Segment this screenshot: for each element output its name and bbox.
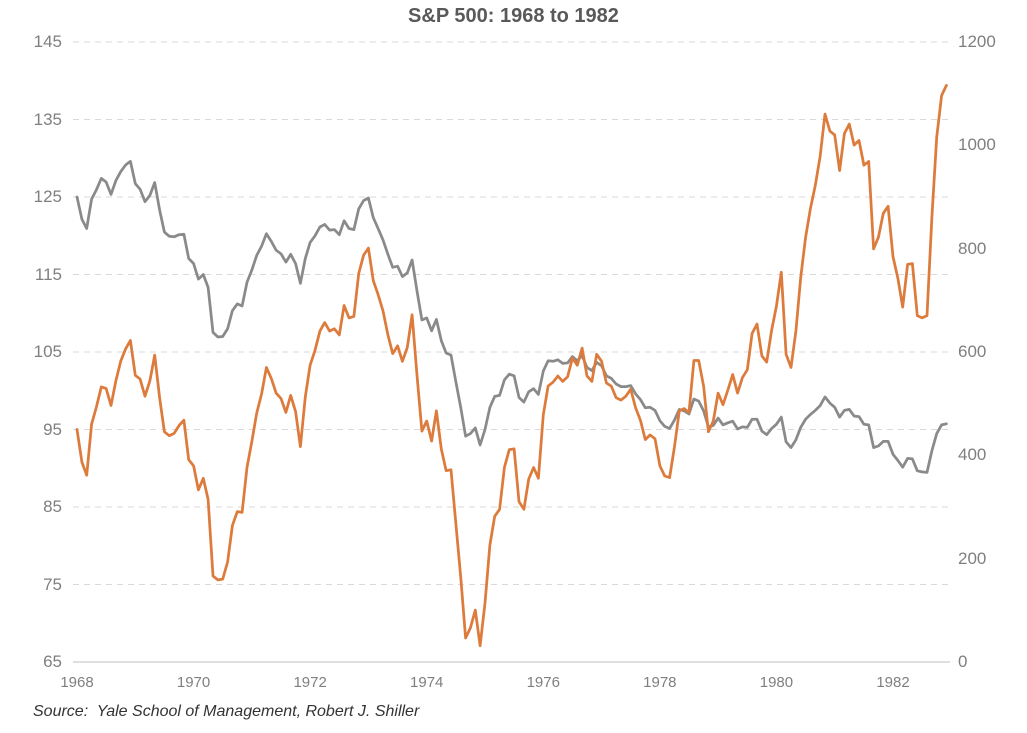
right-axis-tick-0: 0: [958, 652, 968, 671]
left-axis-tick-115: 115: [34, 264, 62, 284]
left-axis-tick-125: 125: [33, 187, 62, 206]
right-axis-tick-400: 400: [958, 445, 987, 465]
x-axis-tick-1976: 1976: [526, 674, 560, 691]
left-axis-tick-105: 105: [33, 342, 62, 361]
left-axis-tick-95: 95: [43, 419, 62, 439]
series-line-gray: [75, 159, 948, 474]
x-axis-tick-1968: 1968: [60, 674, 94, 691]
x-axis-tick-1970: 1970: [176, 674, 211, 691]
right-axis-tick-200: 200: [958, 548, 987, 568]
x-axis-tick-1980: 1980: [759, 674, 794, 691]
x-axis-tick-1974: 1974: [410, 674, 444, 691]
x-axis-tick-1972: 1972: [293, 674, 327, 691]
source-note: Source: Yale School of Management, Rober…: [33, 703, 420, 720]
right-axis-tick-1000: 1000: [958, 135, 996, 155]
series-line-orange: [75, 84, 948, 648]
left-axis-tick-75: 75: [43, 574, 62, 594]
right-axis-tick-600: 600: [958, 342, 987, 361]
x-axis-tick-1982: 1982: [876, 674, 910, 691]
right-axis-tick-800: 800: [958, 238, 987, 258]
left-axis-tick-145: 145: [33, 32, 62, 51]
right-axis-tick-1200: 1200: [958, 32, 996, 51]
left-axis-tick-85: 85: [43, 497, 62, 516]
left-axis-tick-135: 135: [33, 109, 62, 129]
x-axis-tick-1978: 1978: [643, 674, 677, 691]
chart-title: S&P 500: 1968 to 1982: [408, 5, 619, 27]
left-axis-tick-65: 65: [43, 652, 62, 671]
